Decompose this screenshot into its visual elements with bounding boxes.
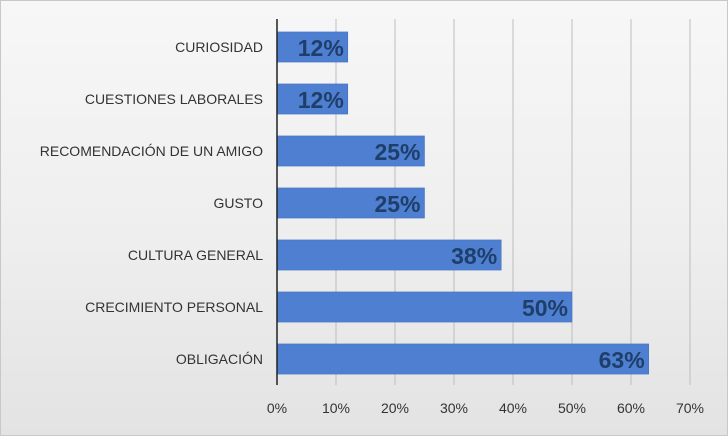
gridlines <box>335 19 691 385</box>
x-tick-label: 20% <box>381 400 409 416</box>
data-label: 25% <box>374 139 420 165</box>
bar <box>276 343 649 375</box>
value-labels: 12% 12% 25% 25% 38% 50% 63% <box>298 35 645 373</box>
x-tick-label: 60% <box>617 400 645 416</box>
category-labels: CURIOSIDAD CUESTIONES LABORALES RECOMENDAC… <box>40 39 263 367</box>
data-label: 50% <box>522 295 568 321</box>
x-tick-label: 0% <box>267 400 287 416</box>
category-label: CULTURA GENERAL <box>128 247 263 263</box>
category-label: OBLIGACIÓN <box>176 351 263 367</box>
data-label: 12% <box>298 35 344 61</box>
category-label: CUESTIONES LABORALES <box>85 91 263 107</box>
x-tick-labels: 0% 10% 20% 30% 40% 50% 60% 70% <box>267 400 704 416</box>
x-tick-label: 70% <box>676 400 704 416</box>
data-label: 38% <box>451 243 497 269</box>
data-label: 12% <box>298 87 344 113</box>
x-tick-label: 30% <box>440 400 468 416</box>
bar <box>276 187 425 219</box>
data-label: 63% <box>599 347 645 373</box>
bar <box>276 83 349 115</box>
bar-series <box>276 31 649 375</box>
bar <box>276 291 573 323</box>
x-tick-label: 50% <box>558 400 586 416</box>
bar <box>276 135 425 167</box>
category-label: RECOMENDACIÓN DE UN AMIGO <box>40 143 263 159</box>
category-label: CRECIMIENTO PERSONAL <box>85 299 263 315</box>
category-label: GUSTO <box>213 195 263 211</box>
x-tick-label: 10% <box>322 400 350 416</box>
category-label: CURIOSIDAD <box>175 39 263 55</box>
x-tick-label: 40% <box>499 400 527 416</box>
bar <box>276 239 502 271</box>
data-label: 25% <box>374 191 420 217</box>
